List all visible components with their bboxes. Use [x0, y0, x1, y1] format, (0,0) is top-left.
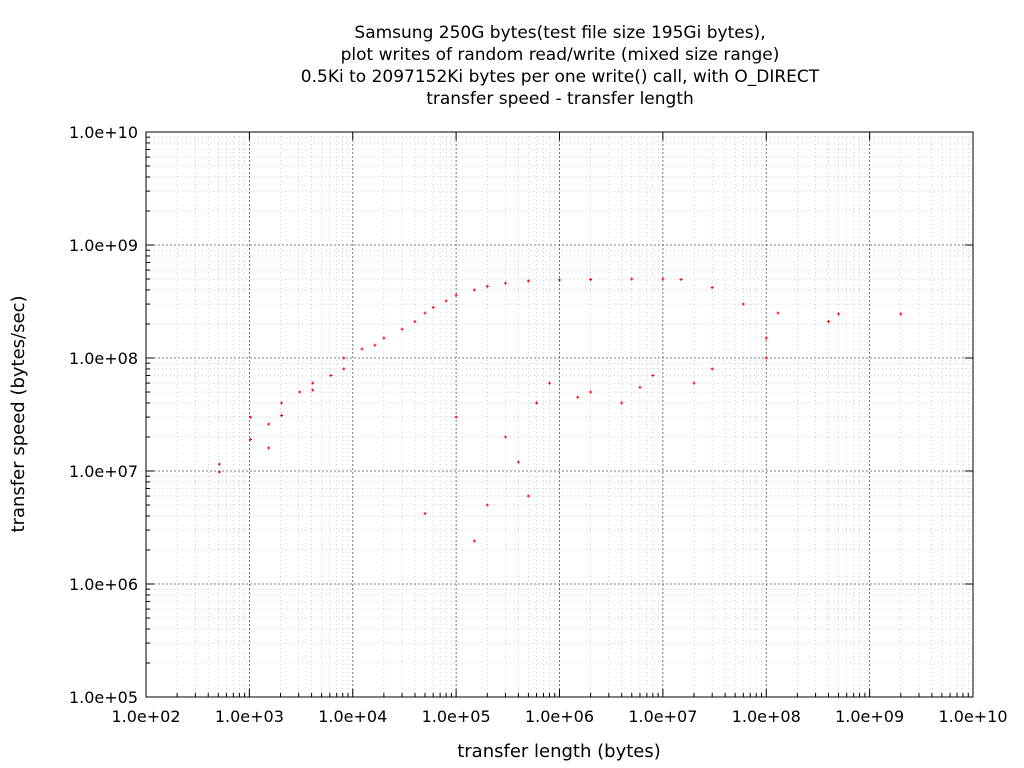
- x-tick-label: 1.0e+06: [525, 707, 594, 726]
- data-points: [217, 277, 903, 543]
- y-tick-label: 1.0e+06: [69, 575, 138, 594]
- x-axis-ticks: 1.0e+02 1.0e+03 1.0e+04 1.0e+05 1.0e+06 1.0e+…: [111, 132, 1008, 726]
- x-tick-label: 1.0e+09: [835, 707, 904, 726]
- x-tick-label: 1.0e+02: [111, 707, 180, 726]
- y-tick-label: 1.0e+05: [69, 688, 138, 707]
- x-tick-label: 1.0e+10: [938, 707, 1007, 726]
- chart-title-line-2: plot writes of random read/write (mixed …: [341, 45, 780, 65]
- chart-title: Samsung 250G bytes(test file size 195Gi …: [301, 23, 820, 109]
- x-tick-label: 1.0e+07: [628, 707, 697, 726]
- y-tick-label: 1.0e+10: [69, 123, 138, 142]
- y-tick-label: 1.0e+09: [69, 236, 138, 255]
- x-tick-label: 1.0e+03: [215, 707, 284, 726]
- y-axis-label: transfer speed (bytes/sec): [8, 296, 29, 533]
- grid: [145, 131, 974, 698]
- y-axis-ticks: 1.0e+05 1.0e+06 1.0e+07 1.0e+08 1.0e+09 1.0e+…: [69, 123, 973, 707]
- y-tick-label: 1.0e+08: [69, 349, 138, 368]
- x-axis-label: transfer length (bytes): [457, 741, 661, 762]
- x-tick-label: 1.0e+04: [318, 707, 387, 726]
- chart-title-line-1: Samsung 250G bytes(test file size 195Gi …: [354, 23, 765, 43]
- chart-title-line-3: 0.5Ki to 2097152Ki bytes per one write()…: [301, 67, 820, 87]
- x-tick-label: 1.0e+05: [422, 707, 491, 726]
- chart-title-line-4: transfer speed - transfer length: [426, 89, 694, 109]
- y-tick-label: 1.0e+07: [69, 462, 138, 481]
- x-tick-label: 1.0e+08: [732, 707, 801, 726]
